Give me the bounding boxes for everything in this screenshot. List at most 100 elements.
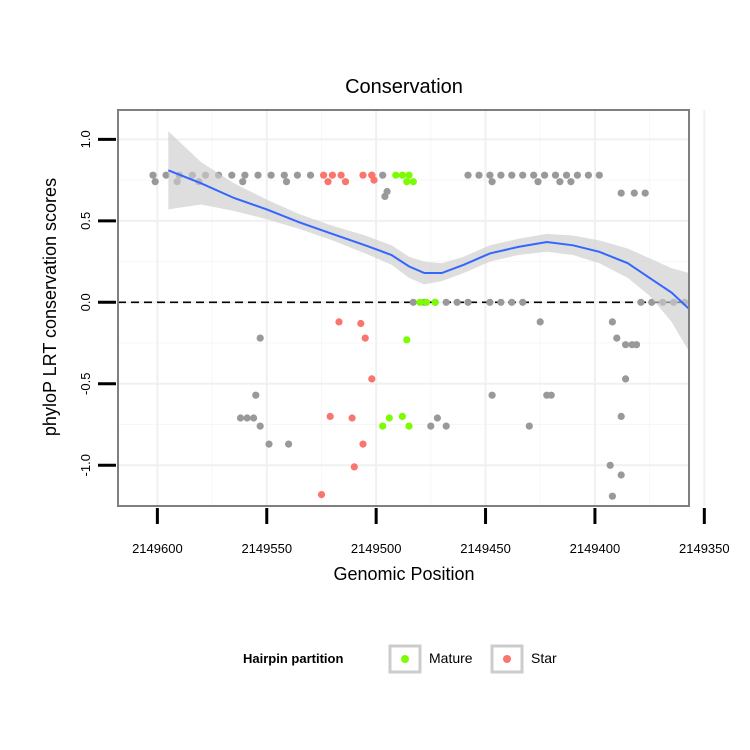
data-point-mature [416, 298, 424, 306]
data-point-other [383, 187, 391, 196]
data-point-other [433, 414, 441, 422]
panel-border [117, 109, 690, 507]
data-point-mature [405, 171, 413, 179]
y-tick-label: -0.5 [78, 373, 93, 395]
data-point-star [326, 412, 334, 420]
data-point-other [534, 178, 542, 186]
data-point-star [359, 171, 367, 179]
data-point-other [567, 178, 575, 186]
x-tick-label: 2149350 [679, 541, 730, 556]
series-star [317, 171, 378, 499]
y-tick-label: 0.5 [78, 212, 93, 230]
data-point-other [617, 471, 625, 479]
data-point-other [427, 422, 435, 430]
data-point-other [547, 391, 555, 399]
data-point-other [409, 298, 417, 306]
data-point-star [350, 463, 358, 471]
data-point-other [442, 298, 450, 306]
data-point-other [530, 171, 538, 179]
data-point-mature [398, 171, 406, 179]
data-point-mature [398, 412, 406, 420]
legend: Hairpin partition Mature Star [243, 644, 557, 674]
x-tick-label: 2149550 [241, 541, 292, 556]
data-point-star [324, 178, 332, 186]
data-point-star [359, 440, 367, 448]
data-point-other [562, 171, 571, 179]
data-point-star [341, 178, 350, 186]
data-point-other [250, 414, 258, 422]
data-point-other [608, 318, 617, 326]
data-point-other [228, 171, 236, 179]
data-point-other [293, 171, 301, 179]
data-point-other [475, 171, 483, 179]
x-axis-label: Genomic Position [333, 564, 474, 584]
data-point-star [368, 375, 376, 383]
data-point-mature [403, 336, 411, 344]
smooth-trend-line [167, 169, 690, 310]
data-point-other [488, 391, 496, 399]
data-point-other [573, 171, 582, 179]
data-point-other [265, 440, 273, 448]
data-point-star [320, 171, 328, 179]
data-point-other [464, 298, 472, 306]
data-point-other [497, 171, 505, 179]
data-point-other [162, 171, 170, 179]
data-point-other [254, 171, 262, 179]
data-point-other [442, 422, 450, 430]
series-mature [379, 171, 439, 430]
data-point-other [595, 171, 603, 179]
data-point-other [617, 189, 625, 197]
data-point-mature [385, 414, 393, 422]
data-point-other [519, 171, 527, 179]
data-point-star [328, 171, 336, 179]
data-point-other [613, 334, 621, 342]
data-point-other [453, 298, 461, 306]
data-point-other [606, 461, 614, 469]
data-point-mature [379, 422, 387, 430]
data-point-star [337, 171, 345, 179]
data-point-star [361, 334, 369, 342]
data-point-other [239, 178, 247, 186]
data-point-other [151, 178, 159, 186]
data-point-other [556, 178, 564, 186]
data-point-other [551, 171, 560, 179]
plot-panel: 2149600 2149550 2149500 2149450 2149400 21493… [78, 109, 730, 556]
data-point-other [497, 298, 505, 306]
data-point-other [608, 492, 617, 500]
x-tick-label: 2149400 [570, 541, 621, 556]
legend-label-star: Star [531, 650, 557, 666]
legend-title: Hairpin partition [243, 651, 343, 666]
data-point-other [632, 341, 641, 349]
data-point-other [267, 171, 275, 179]
data-point-other [285, 440, 293, 448]
data-point-other [241, 171, 249, 179]
data-point-other [630, 189, 638, 197]
confidence-ribbon [168, 131, 690, 352]
data-point-other [379, 171, 387, 179]
data-point-other [536, 318, 544, 326]
y-tick-label: -1.0 [78, 454, 93, 476]
data-point-other [519, 298, 527, 306]
x-tick-label: 2149500 [351, 541, 402, 556]
data-point-mature [403, 178, 411, 186]
data-point-other [641, 189, 649, 197]
data-point-other [243, 414, 251, 422]
data-point-other [584, 171, 593, 179]
data-point-other [282, 178, 291, 186]
data-point-mature [422, 298, 431, 306]
x-tick-label: 2149450 [460, 541, 511, 556]
data-point-other [256, 422, 264, 430]
data-point-other [622, 341, 630, 349]
legend-marker-star [503, 655, 511, 663]
y-tick-label: 1.0 [78, 130, 93, 148]
data-point-mature [392, 171, 400, 179]
x-tick-label: 2149600 [132, 541, 183, 556]
data-point-star [317, 491, 326, 499]
y-axis-label: phyloP LRT conservation scores [40, 178, 60, 436]
legend-label-mature: Mature [429, 650, 473, 666]
chart-title: Conservation [345, 76, 463, 98]
data-point-other [252, 391, 260, 399]
data-point-other [637, 298, 645, 306]
data-point-other [280, 171, 288, 179]
